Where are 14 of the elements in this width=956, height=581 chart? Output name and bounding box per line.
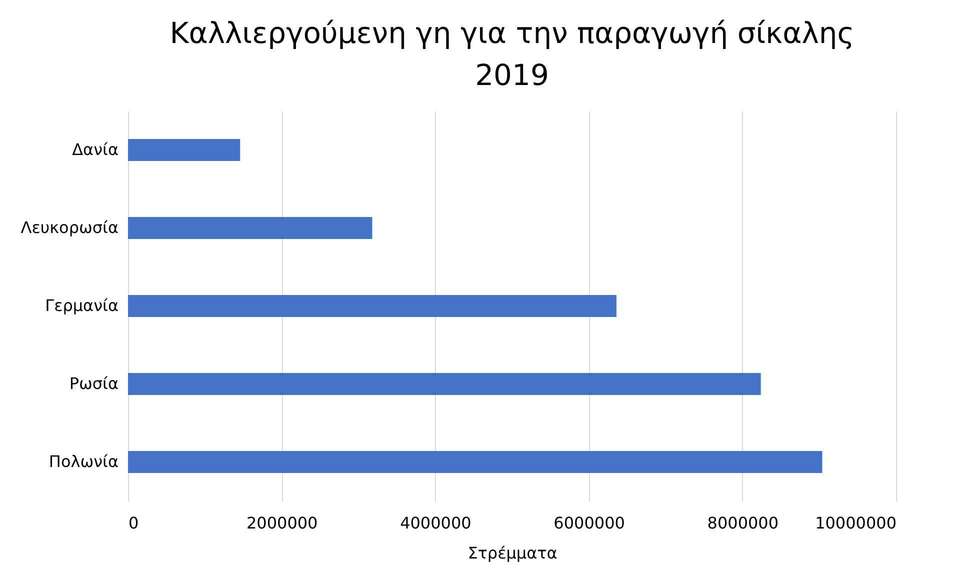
y-tick-label: Λευκορωσία bbox=[20, 218, 118, 237]
x-tick-label: 6000000 bbox=[554, 514, 625, 532]
y-tick-label: Πολωνία bbox=[48, 452, 118, 471]
x-tick-label: 0 bbox=[128, 514, 139, 532]
x-tick-label: 8000000 bbox=[707, 514, 779, 532]
x-axis-title: Στρέμματα bbox=[468, 544, 558, 562]
x-tick-label: 10000000 bbox=[815, 514, 896, 532]
text: Καλλιεργούμενη γη για την παραγωγή σίκαλης bbox=[170, 16, 854, 50]
text: 2019 bbox=[475, 58, 549, 92]
x-tick-label: 4000000 bbox=[400, 514, 472, 532]
y-tick-label: Ρωσία bbox=[69, 374, 118, 393]
y-tick-label: Γερμανία bbox=[45, 296, 118, 315]
y-tick-label: Δανία bbox=[72, 140, 118, 159]
x-tick-label: 2000000 bbox=[246, 514, 318, 532]
